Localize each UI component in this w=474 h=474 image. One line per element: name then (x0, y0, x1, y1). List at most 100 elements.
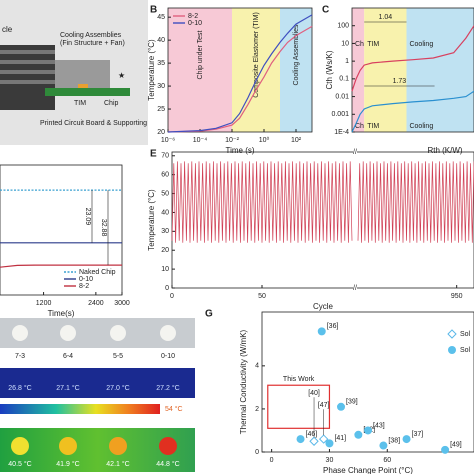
y-axis-label: Cth (Ws/K) (325, 50, 334, 89)
y-tick-label: 10 (161, 266, 169, 273)
temp: 40.5 °C (8, 460, 31, 468)
hot-spot (11, 437, 29, 455)
point (337, 402, 346, 411)
x-tick-label: 0 (270, 457, 274, 464)
y-tick-label: 4 (255, 363, 259, 370)
temp: 26.8 °C (8, 384, 31, 392)
label: Cooling Assemblies (60, 32, 122, 39)
label: (Fin Structure + Fan) (60, 40, 125, 47)
region-label: Chip (355, 123, 370, 130)
line (351, 25, 474, 92)
temp: 44.8 °C (156, 460, 179, 468)
temp: 42.1 °C (106, 460, 129, 468)
y-tick-label: 10 (341, 40, 349, 47)
sample-label: 5-5 (113, 353, 123, 360)
x-axis-label: Rth (K/W) (427, 146, 462, 155)
region-label: Cooling (409, 123, 433, 130)
y-tick-label: 100 (337, 23, 349, 30)
y-tick-label: 25 (157, 106, 165, 113)
region-label: Chip under Test (197, 30, 204, 79)
x-tick-label: 10⁰ (259, 136, 270, 144)
region (232, 8, 280, 132)
y-tick-label: 70 (161, 153, 169, 160)
y-tick-label: 0 (165, 285, 169, 292)
axis-break (353, 150, 357, 290)
point-label: [41] (334, 435, 346, 442)
point (325, 439, 334, 448)
legend-swatch (448, 346, 456, 354)
x-tick-label: 3000 (114, 300, 130, 307)
sample-label: 0-10 (161, 353, 175, 360)
hot-spot (159, 437, 177, 455)
point (309, 436, 319, 446)
dimension-label: 23.09 (84, 208, 91, 226)
dimension-label: 1.73 (393, 78, 407, 85)
plot-frame (0, 164, 123, 296)
heatsink (0, 45, 55, 110)
x-tick-label: 60 (383, 457, 391, 464)
region (168, 8, 232, 132)
y-tick-label: 0.01 (335, 93, 349, 100)
temp: 27.1 °C (56, 384, 79, 392)
point-label: [38] (388, 437, 400, 444)
y-tick-label: 20 (157, 129, 165, 136)
temp: 27.2 °C (156, 384, 179, 392)
panel: Chip under Test Composite Elastomer (TIM)… (147, 5, 313, 155)
plot-frame (167, 7, 313, 133)
region-label: TIM (367, 123, 379, 130)
panel: 1200 2400 3000 Time(s) 23.09 32.88 Naked Chip0… (0, 164, 130, 318)
line (167, 25, 313, 133)
y-tick-label: 0 (255, 449, 259, 456)
point (318, 434, 329, 444)
hot-spot (109, 437, 127, 455)
region-label: Chip (355, 41, 370, 48)
break-mark: // (353, 285, 357, 292)
x-tick-label: 30 (326, 457, 334, 464)
x-tick-label: 10² (291, 137, 302, 144)
x-tick-label: 0 (170, 293, 174, 300)
photo-a: cle Cooling Assemblies (Fin Structure + … (0, 0, 148, 145)
panel: 0 2 4 0 30 60 G Thermal Conductivity (W/mK) Phas… (205, 309, 474, 474)
tim (78, 84, 88, 88)
fin (0, 60, 55, 64)
legend-label: 0-10 (79, 276, 93, 283)
highlight-box (267, 384, 331, 429)
plot-frame (351, 7, 474, 133)
line (0, 264, 122, 268)
led (110, 325, 126, 341)
region-label: Composite Elastomer (TIM) (253, 12, 260, 98)
region (280, 8, 312, 132)
x-axis-label: Phase Change Point (°C) (323, 466, 413, 474)
fin-block (55, 60, 110, 88)
point (441, 445, 450, 454)
legend-label: Sol (460, 347, 471, 354)
line (357, 161, 474, 243)
line (167, 14, 313, 133)
region-label: TIM (367, 41, 379, 48)
clip-group (0, 189, 122, 268)
fin (0, 80, 55, 84)
label: TIM (74, 100, 86, 107)
photo-f: 7-3 6-4 5-5 0-10 26.8 °C 27.1 °C 27.0 °C… (0, 318, 195, 472)
y-tick-label: 50 (161, 190, 169, 197)
sample-label: 6-4 (63, 353, 73, 360)
legend-label: 8-2 (79, 283, 89, 290)
point-label: [39] (346, 399, 358, 406)
led (12, 325, 28, 341)
point-label: [40] (308, 390, 320, 397)
region (364, 8, 407, 132)
panel-letter: G (205, 309, 213, 320)
panel: 0 10 20 30 40 50 60 70 E Temperature (°C) Cycle 0 50… (147, 149, 474, 311)
temp: 27.0 °C (106, 384, 129, 392)
scale-max: 54 °C (165, 405, 183, 413)
x-tick-label: 50 (258, 293, 266, 300)
point-label: [49] (450, 442, 462, 449)
point (317, 327, 326, 336)
temp: 41.9 °C (56, 460, 79, 468)
hot-spot (59, 437, 77, 455)
region (352, 8, 365, 132)
x-axis-label: Time (s) (225, 146, 254, 155)
x-axis-label: Time(s) (48, 309, 75, 318)
plot-frame (171, 151, 474, 289)
